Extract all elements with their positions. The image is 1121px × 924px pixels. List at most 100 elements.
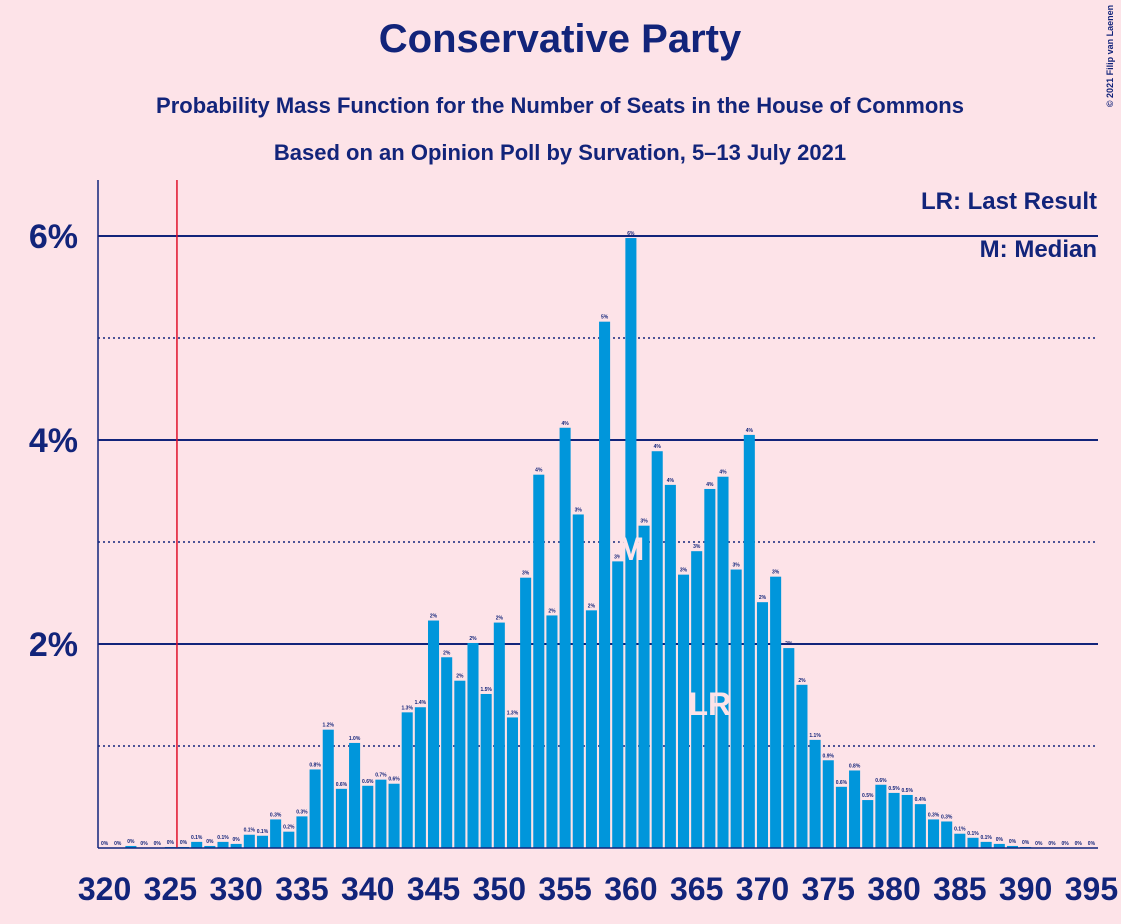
value-label: 2% (496, 616, 504, 622)
value-label: 0.3% (296, 809, 308, 815)
bar (322, 729, 334, 848)
x-tick-label: 390 (999, 871, 1052, 907)
x-tick-label: 345 (407, 871, 460, 907)
bar (335, 788, 347, 848)
bar (835, 786, 847, 848)
x-tick-label: 330 (209, 871, 262, 907)
bar (704, 488, 716, 848)
bar (270, 819, 282, 848)
bar (599, 321, 611, 848)
value-label: 1.3% (507, 710, 519, 716)
value-label: 4% (535, 468, 543, 474)
value-label: 3% (772, 570, 780, 576)
bar (428, 620, 440, 848)
bar (756, 602, 768, 848)
bar (375, 779, 387, 848)
bar (862, 800, 874, 848)
bar (770, 576, 782, 848)
value-label: 0% (114, 841, 122, 847)
bar (480, 693, 492, 848)
bar (533, 474, 545, 848)
bar (678, 574, 690, 848)
value-label: 0% (154, 841, 162, 847)
value-label: 0.1% (954, 827, 966, 833)
value-label: 4% (667, 478, 675, 484)
value-label: 0.4% (915, 797, 927, 803)
bar (928, 819, 940, 848)
bar (217, 841, 229, 848)
chart-subsubtitle: Based on an Opinion Poll by Survation, 5… (274, 140, 846, 165)
x-tick-label: 355 (538, 871, 591, 907)
legend-note: LR: Last Result (921, 188, 1097, 215)
value-label: 4% (706, 482, 714, 488)
y-tick-label: 2% (29, 626, 78, 664)
value-label: 6% (627, 231, 635, 237)
value-label: 3% (733, 563, 741, 569)
value-label: 2% (798, 678, 806, 684)
x-tick-label: 375 (802, 871, 855, 907)
value-label: 0.8% (849, 763, 861, 769)
x-tick-label: 380 (867, 871, 920, 907)
value-label: 3% (575, 507, 583, 513)
x-tick-label: 395 (1065, 871, 1118, 907)
x-tick-label: 350 (473, 871, 526, 907)
value-label: 0.5% (902, 788, 914, 794)
bar (349, 742, 361, 848)
bar (888, 792, 900, 848)
bar (362, 785, 374, 848)
value-label: 4% (561, 421, 569, 427)
annotation: M (618, 531, 645, 567)
value-label: 0% (233, 837, 241, 843)
bar (388, 783, 400, 848)
value-label: 0.3% (941, 814, 953, 820)
value-label: 1.5% (480, 687, 492, 693)
value-label: 0% (1048, 841, 1056, 847)
chart-subtitle: Probability Mass Function for the Number… (156, 93, 964, 118)
x-tick-label: 320 (78, 871, 131, 907)
value-label: 2% (443, 650, 451, 656)
bar (954, 833, 966, 848)
bar (506, 717, 518, 848)
x-tick-label: 370 (736, 871, 789, 907)
value-label: 3% (693, 544, 701, 550)
value-label: 0% (1035, 841, 1043, 847)
bar (243, 834, 255, 848)
bar (296, 816, 308, 848)
value-label: 0% (101, 841, 109, 847)
value-label: 2% (430, 614, 438, 620)
bar (612, 561, 624, 848)
value-label: 2% (759, 595, 767, 601)
bar (1006, 845, 1018, 848)
bar (809, 739, 821, 848)
y-tick-label: 6% (29, 218, 78, 256)
value-label: 1.2% (323, 723, 335, 729)
value-label: 0% (206, 839, 214, 845)
bar (967, 837, 979, 848)
bar (717, 476, 729, 848)
value-label: 0% (180, 840, 188, 846)
bar (664, 484, 676, 848)
value-label: 4% (654, 444, 662, 450)
value-label: 2% (548, 608, 556, 614)
bar (691, 551, 703, 848)
value-label: 0% (1022, 840, 1030, 846)
value-label: 3% (522, 571, 530, 577)
value-label: 1.1% (809, 733, 821, 739)
value-label: 0.6% (875, 778, 887, 784)
value-label: 0% (996, 837, 1004, 843)
value-label: 2% (456, 674, 464, 680)
x-tick-label: 340 (341, 871, 394, 907)
value-label: 0.3% (270, 812, 282, 818)
bar (941, 821, 953, 848)
bar (454, 680, 466, 848)
value-label: 0% (1088, 841, 1096, 847)
value-label: 1.4% (415, 700, 427, 706)
bar (572, 514, 584, 848)
value-label: 0.5% (888, 786, 900, 792)
bar (585, 610, 597, 848)
annotation: LR (689, 686, 732, 722)
bar (230, 843, 242, 848)
value-label: 0.7% (375, 773, 387, 779)
value-label: 0.1% (244, 828, 256, 834)
